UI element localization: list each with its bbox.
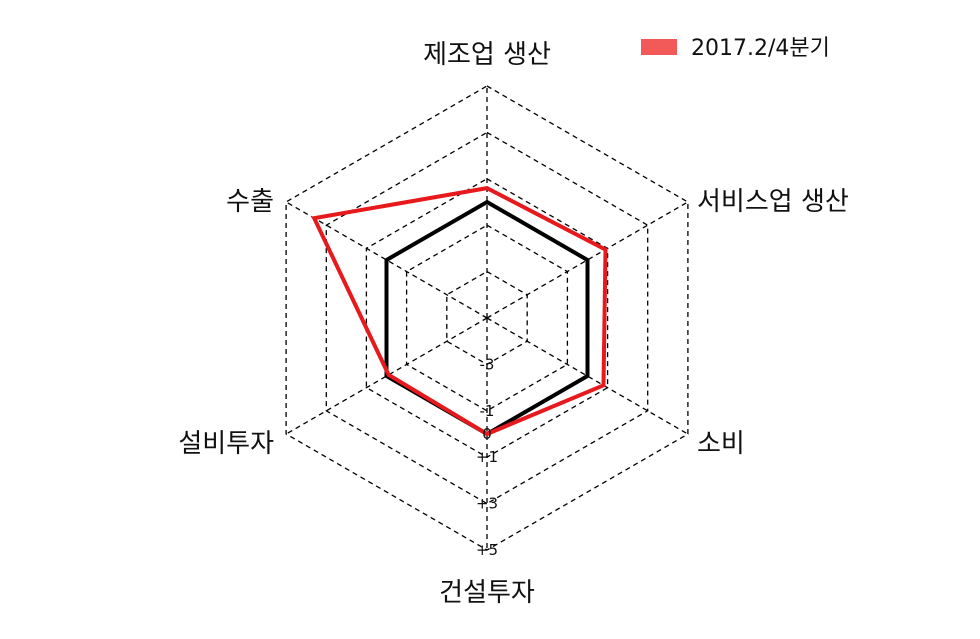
tick-label: +5 <box>476 541 498 559</box>
axis-label: 건설투자 <box>439 578 535 608</box>
axis-label: 소비 <box>697 429 745 459</box>
legend: 2017.2/4분기 <box>641 36 830 61</box>
legend-label: 2017.2/4분기 <box>691 36 830 61</box>
series-layer <box>311 186 608 437</box>
grid-ring <box>325 131 649 505</box>
legend-swatch <box>641 39 677 55</box>
grid-spoke <box>486 317 689 435</box>
tick-label: -3 <box>480 355 495 373</box>
grid-spoke <box>285 201 488 319</box>
tick-label: -1 <box>480 402 495 420</box>
grid-spoke <box>486 201 689 319</box>
series-line <box>311 186 608 437</box>
tick-label-layer: -3 -1 0 +1 +3 +5 <box>476 355 498 559</box>
axis-label: 제조업 생산 <box>423 40 551 70</box>
axis-label: 서비스업 생산 <box>697 187 849 217</box>
spoke-layer <box>285 86 689 550</box>
tick-label: +1 <box>476 448 498 466</box>
grid-ring <box>285 85 689 551</box>
tick-label: +3 <box>476 495 498 513</box>
tick-label: 0 <box>482 425 492 443</box>
grid-spoke <box>285 317 488 435</box>
axis-label: 수출 <box>226 187 274 217</box>
axis-label: 설비투자 <box>178 429 274 459</box>
